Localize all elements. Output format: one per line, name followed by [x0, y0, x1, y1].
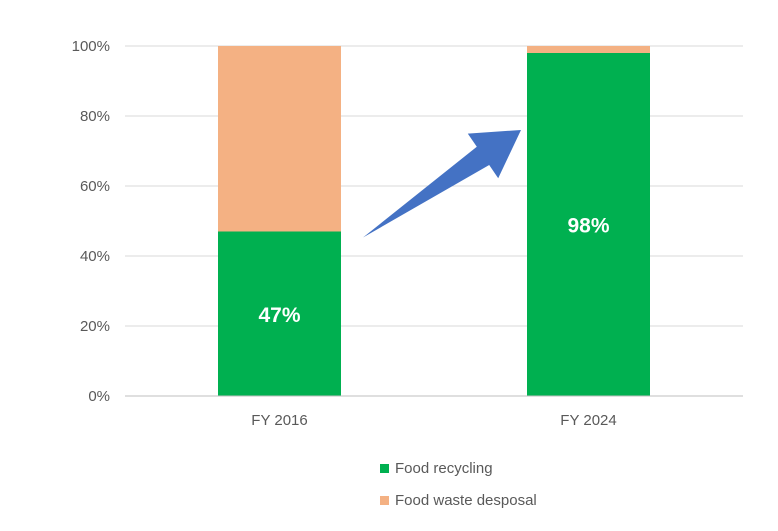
- y-tick-label: 80%: [80, 108, 110, 125]
- data-label: 47%: [258, 304, 300, 327]
- y-tick-label: 0%: [88, 388, 110, 405]
- trend-arrow-icon: [363, 130, 521, 238]
- legend-swatch-food-waste-disposal: [380, 495, 389, 505]
- y-tick-label: 100%: [72, 38, 110, 55]
- bar-food-waste-disposal: [218, 46, 341, 232]
- legend-swatch-food-recycling: [380, 463, 389, 473]
- legend-item-food-waste-disposal: Food waste desposal: [380, 484, 537, 516]
- data-label: 98%: [567, 215, 609, 238]
- y-tick-label: 40%: [80, 248, 110, 265]
- x-category-label: FY 2016: [251, 412, 307, 429]
- bar-food-recycling: [218, 231, 341, 396]
- y-tick-label: 60%: [80, 178, 110, 195]
- legend: Food recycling Food waste desposal: [380, 452, 537, 516]
- x-category-label: FY 2024: [560, 412, 616, 429]
- y-tick-label: 20%: [80, 318, 110, 335]
- legend-label-food-recycling: Food recycling: [395, 459, 493, 477]
- legend-item-food-recycling: Food recycling: [380, 452, 537, 484]
- bar-food-waste-disposal: [527, 46, 650, 53]
- legend-label-food-waste-disposal: Food waste desposal: [395, 491, 537, 509]
- bar-food-recycling: [527, 53, 650, 396]
